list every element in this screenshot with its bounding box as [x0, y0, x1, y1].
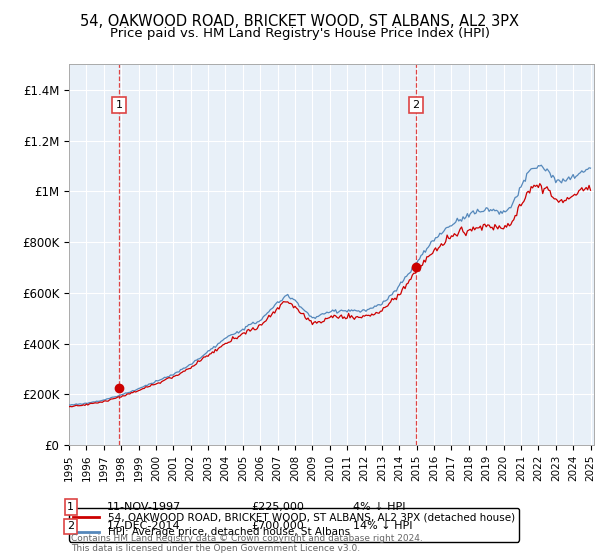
Legend: 54, OAKWOOD ROAD, BRICKET WOOD, ST ALBANS, AL2 3PX (detached house), HPI: Averag: 54, OAKWOOD ROAD, BRICKET WOOD, ST ALBAN…: [69, 508, 519, 542]
Text: 4% ↓ HPI: 4% ↓ HPI: [353, 502, 406, 512]
Text: 2: 2: [67, 521, 74, 531]
Text: 17-DEC-2014: 17-DEC-2014: [107, 521, 181, 531]
Text: 11-NOV-1997: 11-NOV-1997: [107, 502, 181, 512]
Text: Price paid vs. HM Land Registry's House Price Index (HPI): Price paid vs. HM Land Registry's House …: [110, 27, 490, 40]
Text: £700,000: £700,000: [251, 521, 304, 531]
Text: 2: 2: [412, 100, 419, 110]
Text: 1: 1: [67, 502, 74, 512]
Text: 1: 1: [116, 100, 122, 110]
Text: 54, OAKWOOD ROAD, BRICKET WOOD, ST ALBANS, AL2 3PX: 54, OAKWOOD ROAD, BRICKET WOOD, ST ALBAN…: [80, 14, 520, 29]
Text: £225,000: £225,000: [251, 502, 304, 512]
Text: 14% ↓ HPI: 14% ↓ HPI: [353, 521, 412, 531]
Text: Contains HM Land Registry data © Crown copyright and database right 2024.
This d: Contains HM Land Registry data © Crown c…: [71, 534, 422, 553]
